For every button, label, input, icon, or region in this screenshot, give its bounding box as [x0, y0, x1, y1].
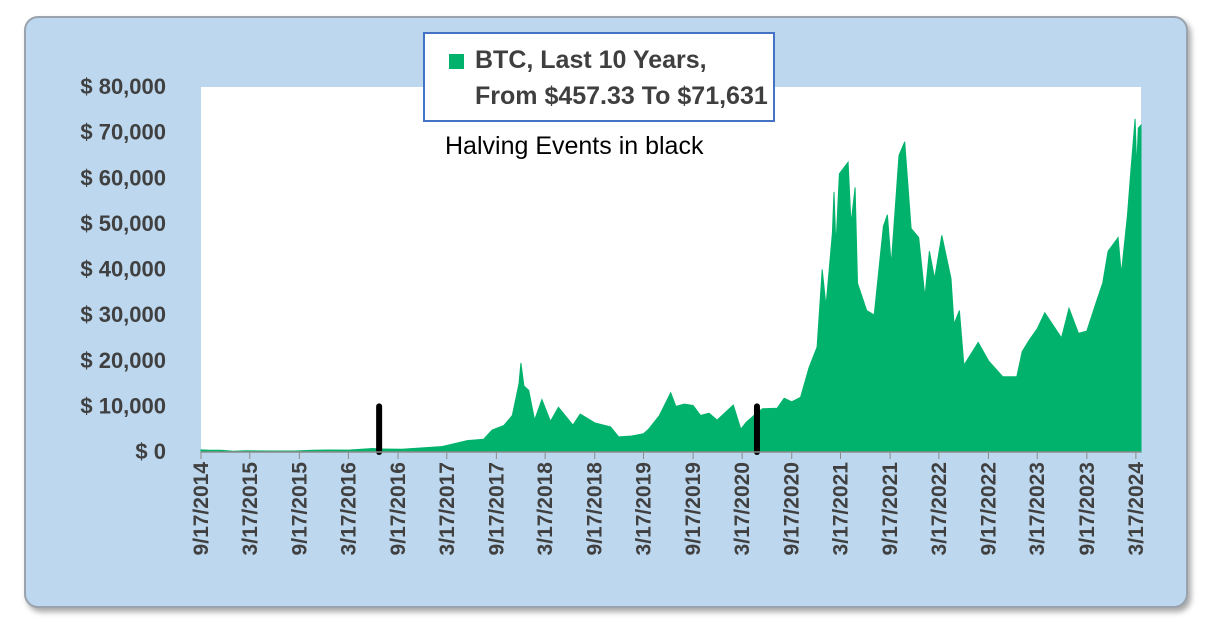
legend: BTC, Last 10 Years, From $457.33 To $71,…: [423, 32, 775, 122]
x-tick-label: 3/17/2020: [731, 462, 754, 555]
x-tick-label: 3/17/2018: [534, 462, 557, 556]
x-tick-label: 3/17/2015: [239, 462, 262, 556]
x-tick-label: 9/17/2017: [485, 462, 508, 555]
btc-price-area: [200, 118, 1142, 453]
y-tick-label: $ 50,000: [80, 211, 166, 236]
x-tick-label: 9/17/2023: [1076, 462, 1099, 555]
x-tick-label: 9/17/2016: [387, 462, 410, 555]
y-tick-label: $ 80,000: [80, 74, 166, 99]
x-tick-label: 9/17/2019: [682, 462, 705, 555]
x-tick-label: 9/17/2021: [879, 462, 902, 556]
x-tick-label: 3/17/2021: [830, 462, 853, 556]
x-tick-label: 3/17/2019: [633, 462, 656, 555]
legend-swatch: [449, 54, 464, 69]
halving-events: [376, 403, 760, 455]
x-tick-label: 9/17/2014: [190, 462, 213, 556]
x-tick-label: 9/17/2022: [977, 462, 1000, 555]
y-axis: $ 0 $ 10,000 $ 20,000 $ 30,000 $ 40,000 $ 50,…: [80, 74, 166, 464]
x-axis: 9/17/2014 3/17/2015 9/17/2015 3/17/2016 9/17…: [190, 452, 1148, 555]
y-tick-label: $ 60,000: [80, 165, 166, 190]
x-tick-label: 3/17/2022: [928, 462, 951, 555]
y-tick-label: $ 20,000: [80, 348, 166, 373]
y-tick-label: $ 30,000: [80, 302, 166, 327]
x-tick-label: 9/17/2020: [781, 462, 804, 555]
x-tick-label: 3/17/2023: [1026, 462, 1049, 555]
series-layer: [200, 118, 1142, 453]
legend-subtitle: From $457.33 To $71,631: [475, 82, 768, 110]
x-tick-label: 9/17/2018: [584, 462, 607, 556]
x-tick-label: 3/17/2017: [436, 462, 459, 555]
y-tick-label: $ 10,000: [80, 393, 166, 418]
x-tick-label: 9/17/2015: [288, 462, 311, 556]
y-tick-label: $ 70,000: [80, 120, 166, 145]
x-tick-label: 3/17/2024: [1125, 462, 1148, 556]
halving-annotation: Halving Events in black: [445, 132, 704, 160]
x-tick-label: 3/17/2016: [337, 462, 360, 555]
y-tick-label: $ 0: [135, 439, 166, 464]
y-tick-label: $ 40,000: [80, 257, 166, 282]
legend-label: BTC, Last 10 Years,: [475, 46, 707, 74]
